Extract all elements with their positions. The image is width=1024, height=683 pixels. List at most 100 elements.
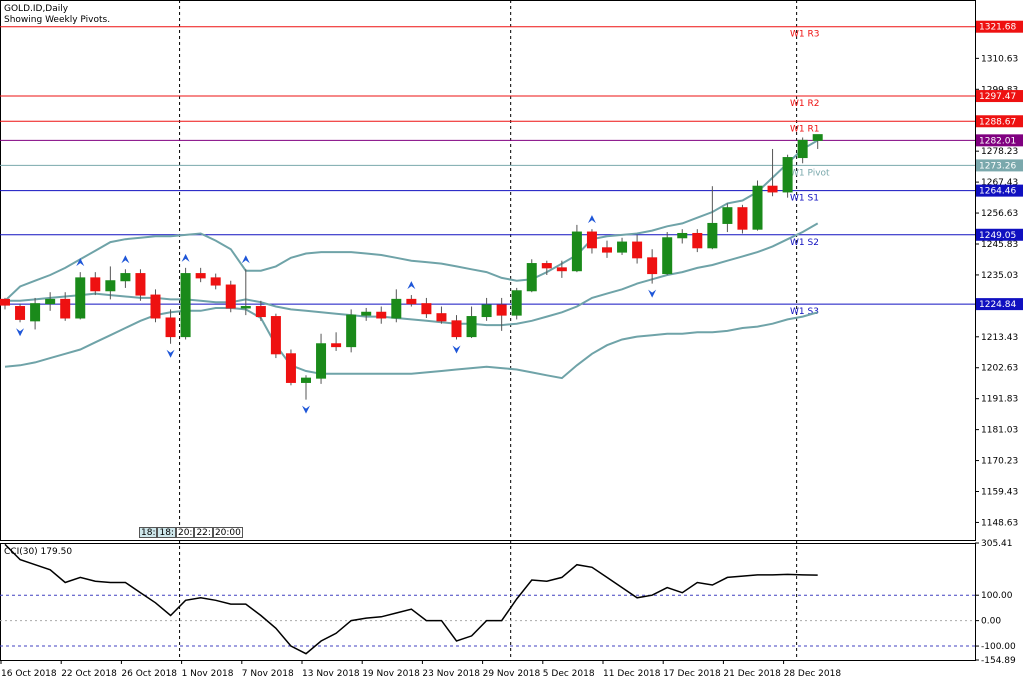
- date-axis-label: 11 Dec 2018: [603, 669, 661, 679]
- price-axis-label: 1159.43: [981, 488, 1018, 498]
- price-axis-label: 1202.63: [981, 364, 1018, 374]
- bear-candle: [376, 311, 387, 319]
- date-axis-label: 16 Oct 2018: [1, 669, 57, 679]
- time-box-cell: 20:: [175, 527, 195, 538]
- date-axis-label: 23 Nov 2018: [422, 669, 480, 679]
- pivot-line-label: W1 S3: [790, 307, 819, 317]
- bull-candle: [571, 231, 582, 272]
- bull-candle: [240, 306, 251, 309]
- pivot-line-label: W1 S1: [790, 194, 819, 204]
- time-box-cell: 18:: [139, 527, 158, 538]
- cci-axis-label: -154.89: [981, 656, 1016, 666]
- price-axis-label: 1213.43: [981, 333, 1018, 343]
- bear-candle: [737, 207, 748, 230]
- bull-candle: [481, 304, 492, 318]
- cci-axis-label: -100.00: [981, 642, 1016, 652]
- date-axis-label: 22 Oct 2018: [61, 669, 117, 679]
- time-scale-box: 18: 18: 20: 22: 20:00: [139, 527, 243, 538]
- cci-pane-frame: [0, 543, 976, 661]
- bull-candle: [782, 157, 793, 193]
- bull-candle: [361, 311, 372, 316]
- date-axis-label: 21 Dec 2018: [723, 669, 781, 679]
- price-axis-label: 1235.03: [981, 271, 1018, 281]
- price-axis-label: 1191.83: [981, 395, 1018, 405]
- bull-candle: [662, 237, 673, 275]
- price-axis-label: 1170.23: [981, 457, 1018, 467]
- price-tag-bg: [976, 134, 1023, 147]
- price-axis-label: 1267.43: [981, 178, 1018, 188]
- price-tag-bg: [976, 115, 1023, 128]
- bear-candle: [135, 273, 146, 296]
- cci-axis-label: 0.00: [981, 617, 1001, 627]
- main-pane-frame: [0, 0, 976, 541]
- bollinger-upper-band: [4, 139, 819, 302]
- bull-candle: [677, 232, 688, 239]
- bull-candle: [45, 298, 56, 305]
- date-axis-label: 13 Nov 2018: [302, 669, 360, 679]
- price-tag-bg: [976, 90, 1023, 103]
- bull-candle: [391, 298, 402, 319]
- fractal-up-icon: [241, 255, 250, 264]
- bear-candle: [692, 232, 703, 249]
- bear-candle: [647, 257, 658, 275]
- cci-indicator-label: CCI(30) 179.50: [4, 547, 72, 557]
- pivot-line-label: W1 R1: [790, 124, 819, 134]
- bear-candle: [496, 304, 507, 316]
- pivot-line-label: W1 R3: [790, 30, 819, 40]
- bear-candle: [451, 320, 462, 338]
- bear-candle: [210, 277, 221, 286]
- cci-line: [4, 543, 818, 655]
- price-tag-value: 1288.67: [979, 117, 1016, 127]
- pivot-mode-label: Showing Weekly Pivots.: [4, 15, 111, 25]
- price-axis-label: 1148.63: [981, 518, 1018, 528]
- price-tag-bg: [976, 298, 1023, 311]
- bear-candle: [586, 231, 597, 249]
- bull-candle: [752, 185, 763, 230]
- bear-candle: [60, 298, 71, 319]
- price-tag-value: 1297.47: [979, 92, 1016, 102]
- fractal-up-icon: [76, 258, 85, 267]
- bull-candle: [105, 280, 116, 292]
- bear-candle: [225, 284, 236, 309]
- bull-candle: [511, 290, 522, 316]
- bear-candle: [285, 353, 296, 383]
- price-tag-value: 1249.05: [979, 231, 1016, 241]
- bull-candle: [30, 303, 41, 322]
- bear-candle: [195, 273, 206, 279]
- cci-axis-label: 305.41: [981, 539, 1013, 549]
- price-axis-label: 1181.03: [981, 426, 1018, 436]
- bull-candle: [466, 316, 477, 338]
- pivot-line-label: W1 R2: [790, 99, 819, 109]
- time-box-cell: 20:00: [212, 527, 243, 538]
- bear-candle: [632, 241, 643, 259]
- bull-candle: [526, 263, 537, 292]
- price-tag-bg: [976, 20, 1023, 33]
- bear-candle: [436, 313, 447, 322]
- bear-candle: [0, 298, 10, 306]
- cci-axis-label: 100.00: [981, 591, 1013, 601]
- date-axis-label: 5 Dec 2018: [543, 669, 595, 679]
- bear-candle: [270, 316, 281, 355]
- fractal-up-icon: [407, 281, 416, 290]
- fractal-down-icon: [166, 349, 175, 358]
- bull-candle: [707, 222, 718, 249]
- pivot-line-label: W1 Pivot: [790, 168, 830, 178]
- bollinger-lower-band: [4, 307, 818, 380]
- bear-candle: [556, 267, 567, 272]
- symbol-label: GOLD.ID,Daily: [4, 4, 69, 14]
- date-axis-label: 19 Nov 2018: [362, 669, 420, 679]
- bear-candle: [767, 185, 778, 193]
- bear-candle: [406, 298, 417, 305]
- date-axis-label: 7 Nov 2018: [242, 669, 294, 679]
- time-box-cell: 22:: [194, 527, 213, 538]
- price-tag-bg: [976, 159, 1023, 172]
- price-tag-bg: [976, 228, 1023, 241]
- time-box-cell: 18:: [157, 527, 176, 538]
- bear-candle: [541, 263, 552, 269]
- price-tag-value: 1282.01: [979, 136, 1016, 146]
- fractal-down-icon: [452, 345, 461, 354]
- bear-candle: [90, 277, 101, 292]
- date-axis-label: 28 Dec 2018: [784, 669, 842, 679]
